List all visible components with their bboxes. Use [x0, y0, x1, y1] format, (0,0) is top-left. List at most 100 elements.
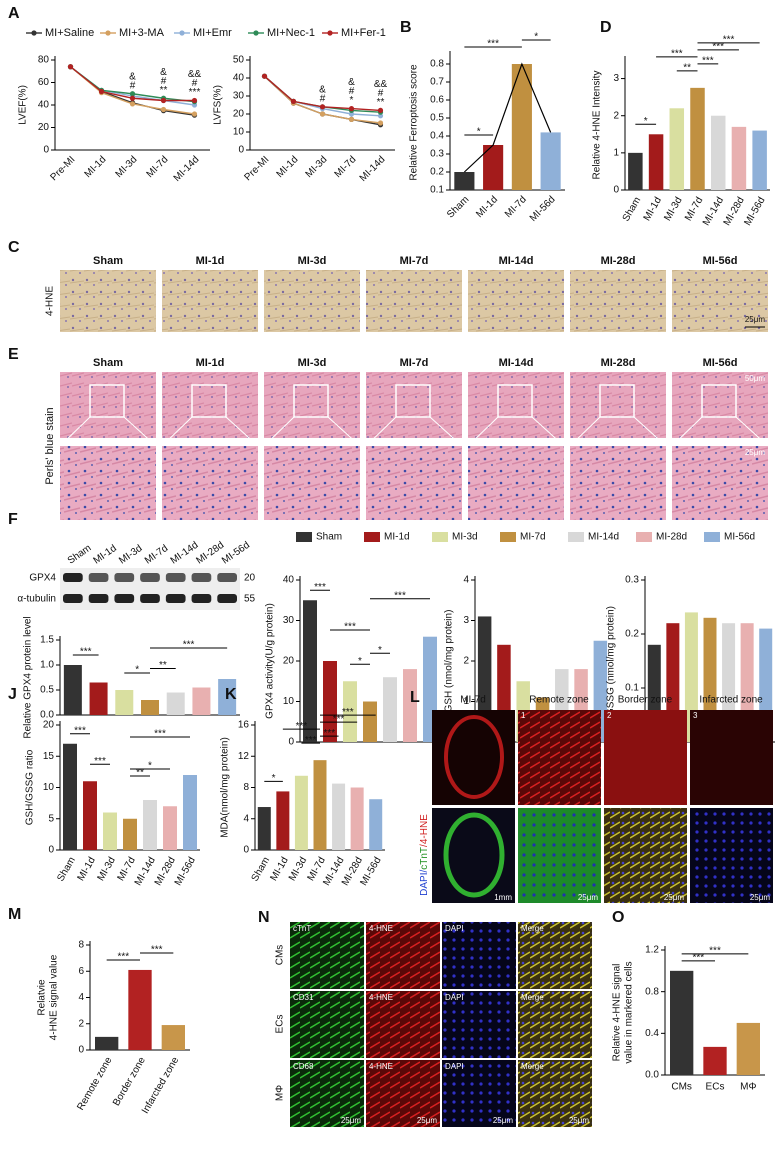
y-tick-label: 0	[243, 845, 249, 856]
micrograph	[672, 372, 768, 438]
trend-line	[463, 62, 552, 173]
y-tick-label: 8	[243, 782, 249, 793]
y-tick-label: 2	[78, 1018, 84, 1029]
micrograph	[672, 270, 768, 332]
data-point	[191, 111, 198, 117]
annotation: #	[320, 93, 326, 104]
scale-label: 50μm	[745, 374, 766, 383]
heart-section	[444, 715, 504, 799]
micrograph-zoom	[264, 446, 360, 520]
bar	[454, 172, 475, 190]
y-tick-label: 40	[38, 100, 50, 111]
scale-label: 25μm	[745, 448, 766, 457]
y-tick-label: 10	[43, 782, 55, 793]
bar	[83, 781, 97, 850]
blot-band	[88, 594, 109, 603]
channel-label: Merge	[521, 924, 544, 933]
scale-label: 25μm	[745, 315, 766, 324]
blot-band	[63, 594, 83, 603]
x-tick-label: Pre-MI	[48, 154, 77, 183]
lane-label: MI-56d	[220, 540, 252, 567]
panel-letter: O	[612, 909, 624, 926]
panel-letter: F	[8, 511, 18, 528]
zoom-lines	[569, 416, 667, 447]
heart-section	[443, 812, 505, 898]
bar	[166, 692, 185, 715]
micrograph	[290, 922, 364, 989]
significance-label: *	[378, 645, 382, 656]
y-tick-label: 1.2	[645, 945, 659, 956]
lane-label: Sham	[66, 543, 94, 567]
y-tick-label: 10	[233, 127, 245, 138]
legend-swatch	[500, 532, 516, 542]
y-tick-label: 0	[613, 185, 619, 196]
micrograph-zoom	[672, 446, 768, 520]
data-point	[67, 64, 74, 70]
y-tick-label: 4	[78, 992, 84, 1003]
channel-label: cTnT	[293, 924, 311, 933]
data-point	[377, 107, 384, 113]
y-tick-label: 0.1	[625, 683, 639, 694]
bar	[123, 818, 137, 850]
bar	[540, 132, 561, 190]
column-header: MI-28d	[601, 357, 636, 369]
bar	[161, 1025, 185, 1050]
zoom-lines	[671, 416, 769, 447]
data-point	[290, 98, 297, 104]
column-header: MI-7d	[400, 357, 429, 369]
bar	[343, 681, 357, 742]
x-tick-label: MI-3d	[662, 195, 684, 223]
y-tick-label: 0.3	[625, 575, 639, 586]
y-tick-label: 30	[233, 91, 245, 102]
panel-letter: A	[8, 5, 20, 22]
legend-label: MI+Emr	[193, 27, 232, 39]
y-tick-label: 12	[238, 751, 250, 762]
blot-size: 20	[244, 573, 256, 584]
x-tick-label: MI-1d	[275, 154, 301, 180]
zoom-box	[293, 384, 329, 418]
significance-label: *	[358, 656, 362, 667]
y-tick-label: 0	[288, 737, 294, 748]
blot-label: GPX4	[29, 573, 56, 584]
y-tick-label: 30	[283, 615, 295, 626]
bar	[141, 700, 159, 715]
significance-label: ***	[94, 756, 106, 767]
micrograph	[518, 1060, 592, 1127]
significance-label: *	[135, 665, 139, 676]
bar	[648, 134, 664, 190]
micrograph-zoom	[570, 446, 666, 520]
zoom-box	[89, 384, 125, 418]
micrograph	[570, 270, 666, 332]
bar	[128, 969, 152, 1050]
micrograph	[518, 922, 592, 989]
channel-label: 4-HNE	[369, 1062, 393, 1071]
micrograph	[264, 270, 360, 332]
significance-label: ***	[154, 729, 166, 740]
annotation: ***	[189, 87, 201, 98]
y-tick-label: 2	[463, 656, 469, 667]
y-tick-label: 0.0	[40, 710, 54, 721]
micrograph-zoom	[468, 446, 564, 520]
significance-label: **	[136, 768, 144, 779]
micrograph	[290, 991, 364, 1058]
micrograph	[604, 710, 687, 805]
panel-letter: D	[600, 19, 612, 36]
y-axis-label: Relative GPX4 protein level	[23, 616, 34, 738]
significance-label: ***	[692, 952, 704, 963]
zoom-box	[599, 384, 635, 418]
panel-letter: J	[8, 686, 17, 703]
significance-label: ***	[702, 55, 714, 66]
scale-label: 25μm	[417, 1116, 438, 1125]
x-tick-label: Pre-MI	[242, 154, 271, 183]
zone-number: 2	[607, 711, 612, 720]
significance-label: ***	[117, 952, 129, 963]
bar	[369, 799, 383, 850]
significance-label: **	[683, 62, 691, 73]
channel-label: CD31	[293, 993, 314, 1002]
x-tick-label: MI-1d	[83, 154, 109, 180]
bar	[294, 775, 308, 850]
y-tick-label: 0.0	[645, 1070, 659, 1081]
y-axis-label: Relatvie	[37, 979, 48, 1016]
bar	[163, 806, 177, 850]
